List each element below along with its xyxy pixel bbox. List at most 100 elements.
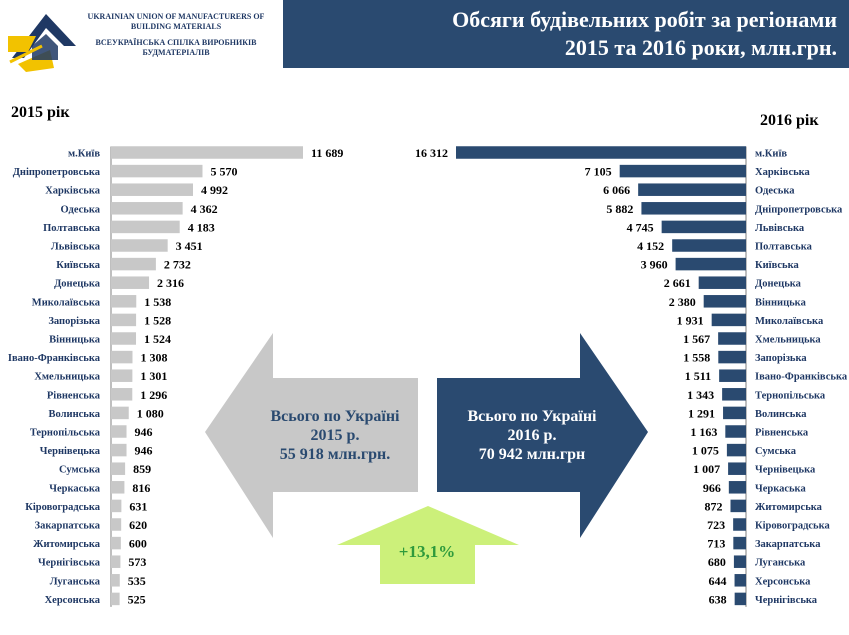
category-label-2016: Івано-Франківська xyxy=(755,372,848,383)
value-label-2015: 620 xyxy=(129,518,147,532)
category-label-2016: Донецька xyxy=(755,279,802,290)
bar-2015 xyxy=(111,313,137,327)
bar-2015 xyxy=(111,388,133,401)
value-label-2016: 1 163 xyxy=(690,425,717,439)
category-label-2015: Чернівецька xyxy=(40,446,101,457)
category-label-2016: Дніпропетровська xyxy=(755,204,843,215)
category-label-2015: Житомирська xyxy=(33,539,101,550)
category-label-2016: Вінницька xyxy=(755,297,807,308)
bar-2016 xyxy=(734,574,746,587)
category-label-2016: Сумська xyxy=(755,446,797,457)
total-2015-line-3: 55 918 млн.грн. xyxy=(279,446,391,463)
title-line-2: 2015 та 2016 роки, млн.грн. xyxy=(564,35,837,60)
category-label-2015: Львівська xyxy=(51,242,101,253)
value-label-2016: 1 007 xyxy=(693,462,720,476)
bar-2015 xyxy=(111,276,150,289)
bar-2016 xyxy=(733,536,746,550)
category-label-2016: м.Київ xyxy=(755,149,787,160)
bar-2016 xyxy=(641,202,746,215)
value-label-2016: 7 105 xyxy=(585,165,612,179)
total-2016-arrow xyxy=(437,333,648,538)
bar-2016 xyxy=(728,462,746,475)
bar-2015 xyxy=(111,406,129,420)
value-label-2015: 600 xyxy=(129,537,147,551)
bar-2016 xyxy=(638,183,746,196)
total-2015-text: Всього по Україні 2015 р. 55 918 млн.грн… xyxy=(235,407,435,464)
bar-2016 xyxy=(734,592,746,606)
total-2015-line-1: Всього по Україні xyxy=(270,408,400,425)
bar-2015 xyxy=(111,183,193,196)
category-label-2015: Дніпропетровська xyxy=(13,167,101,178)
bar-2015 xyxy=(111,164,203,178)
category-label-2016: Миколаївська xyxy=(755,316,824,327)
category-label-2016: Луганська xyxy=(755,558,806,569)
category-label-2015: Полтавська xyxy=(43,223,101,234)
value-label-2015: 11 689 xyxy=(311,146,343,160)
value-label-2015: 5 570 xyxy=(210,165,237,179)
value-label-2015: 525 xyxy=(128,592,146,606)
total-2016-line-2: 2016 р. xyxy=(507,427,557,444)
year-2015-label: 2015 рік xyxy=(11,104,70,121)
category-label-2016: Чернівецька xyxy=(755,465,816,476)
bar-2015 xyxy=(111,536,121,550)
category-label-2015: Київська xyxy=(56,260,100,271)
category-label-2015: Херсонська xyxy=(45,595,101,606)
category-label-2015: Хмельницька xyxy=(34,372,100,383)
total-2016-line-1: Всього по Україні xyxy=(467,408,597,425)
value-label-2015: 4 183 xyxy=(188,220,215,234)
value-label-2016: 1 931 xyxy=(677,313,704,327)
value-label-2015: 573 xyxy=(128,555,146,569)
bar-2016 xyxy=(733,555,746,568)
bar-2016 xyxy=(718,332,746,345)
value-label-2015: 1 296 xyxy=(140,388,167,402)
bar-2016 xyxy=(619,164,746,178)
bar-2016 xyxy=(723,406,746,420)
value-label-2015: 1 524 xyxy=(144,332,171,346)
category-label-2016: Херсонська xyxy=(755,576,811,587)
value-label-2015: 1 528 xyxy=(144,313,171,327)
total-2016-line-3: 70 942 млн.грн xyxy=(478,446,586,463)
category-label-2015: Тернопільська xyxy=(30,428,101,439)
bar-2016 xyxy=(726,443,746,457)
value-label-2016: 16 312 xyxy=(415,146,448,160)
value-label-2016: 6 066 xyxy=(603,183,630,197)
category-label-2015: Івано-Франківська xyxy=(8,353,101,364)
union-logo xyxy=(8,14,76,72)
bar-2015 xyxy=(111,574,120,587)
bar-2016 xyxy=(718,350,746,364)
bar-2015 xyxy=(111,592,120,606)
value-label-2015: 946 xyxy=(135,444,153,458)
category-label-2016: Волинська xyxy=(755,409,807,420)
bar-2015 xyxy=(111,369,133,382)
value-label-2016: 4 745 xyxy=(627,220,654,234)
category-label-2016: Одеська xyxy=(755,186,795,197)
bar-2016 xyxy=(730,499,746,513)
title-line-1: Обсяги будівельних робіт за регіонами xyxy=(452,7,837,32)
category-label-2015: Чернігівська xyxy=(38,558,101,569)
category-label-2016: Львівська xyxy=(755,223,805,234)
bar-2015 xyxy=(111,555,121,568)
value-label-2016: 2 661 xyxy=(664,276,691,290)
bar-2015 xyxy=(111,332,137,345)
value-label-2015: 2 316 xyxy=(157,276,184,290)
bar-2016 xyxy=(703,295,746,308)
value-label-2016: 680 xyxy=(708,555,726,569)
bar-2016 xyxy=(728,481,746,494)
value-label-2015: 4 362 xyxy=(191,202,218,216)
category-label-2015: Сумська xyxy=(59,465,101,476)
category-label-2015: Рівненська xyxy=(47,390,101,401)
bar-2015 xyxy=(111,443,127,457)
value-label-2015: 859 xyxy=(133,462,151,476)
bar-2016 xyxy=(719,369,746,382)
value-label-2015: 4 992 xyxy=(201,183,228,197)
bar-2015 xyxy=(111,518,122,531)
category-label-2016: Хмельницька xyxy=(755,335,821,346)
chart-2015: м.Київ 11 689 Дніпропетровська 5 570 Харківс… xyxy=(8,146,343,607)
bar-2015 xyxy=(111,499,122,513)
bar-2016 xyxy=(725,425,746,438)
category-label-2015: Донецька xyxy=(54,279,101,290)
category-label-2016: Закарпатська xyxy=(755,539,821,550)
category-label-2016: Київська xyxy=(755,260,799,271)
value-label-2016: 872 xyxy=(704,499,722,513)
growth-arrow xyxy=(337,506,519,584)
